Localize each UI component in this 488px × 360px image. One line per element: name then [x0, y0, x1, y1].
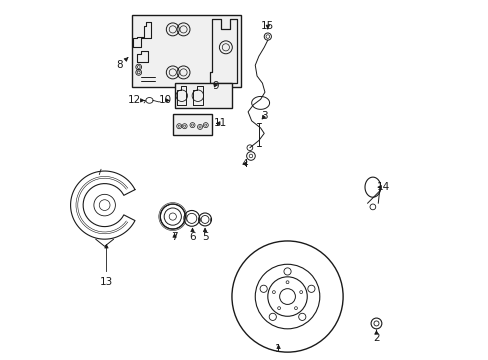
- Bar: [131, 15, 241, 87]
- Text: 13: 13: [100, 245, 113, 287]
- Text: 14: 14: [376, 182, 389, 192]
- Text: 10: 10: [159, 95, 172, 105]
- Text: 9: 9: [212, 81, 219, 91]
- Bar: [174, 83, 231, 108]
- Text: 7: 7: [171, 232, 178, 242]
- Text: 5: 5: [202, 228, 208, 242]
- Text: 11: 11: [213, 118, 226, 128]
- Text: 6: 6: [189, 228, 195, 242]
- Text: 4: 4: [242, 159, 248, 169]
- Text: 3: 3: [261, 111, 267, 121]
- Text: 2: 2: [372, 330, 379, 343]
- Text: 8: 8: [116, 58, 128, 70]
- Bar: [172, 114, 212, 135]
- Text: 12: 12: [128, 95, 144, 105]
- Text: 1: 1: [275, 344, 281, 354]
- Text: 15: 15: [261, 21, 274, 31]
